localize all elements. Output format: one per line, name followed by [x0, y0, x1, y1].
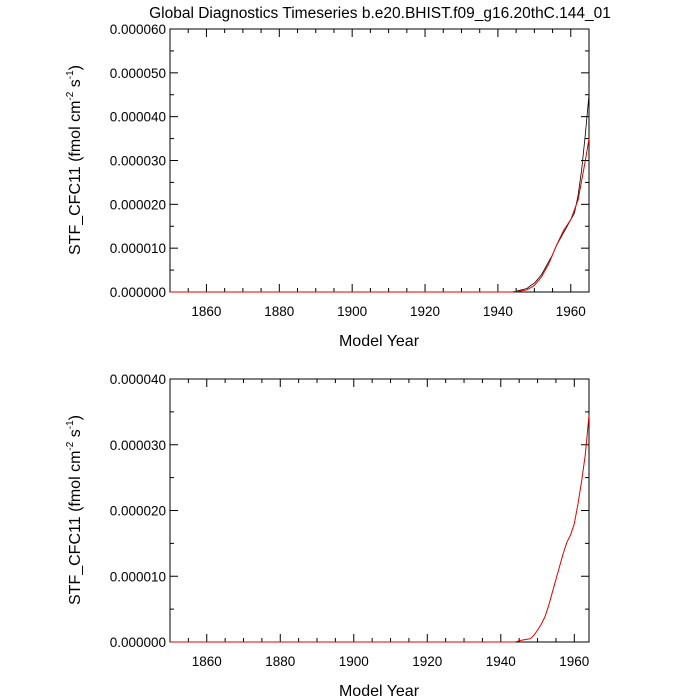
- y-tick-label: 0.000010: [110, 569, 166, 584]
- y-tick-label: 0.000000: [110, 285, 166, 300]
- top-panel: Global Diagnostics Timeseries b.e20.BHIS…: [65, 5, 611, 350]
- x-tick-label: 1860: [191, 304, 221, 319]
- x-tick-label: 1940: [483, 304, 513, 319]
- series-group: [170, 94, 590, 293]
- y-tick-label: 0.000010: [110, 241, 166, 256]
- series-line-annual-mean: [170, 415, 590, 643]
- y-tick-label: 0.000030: [110, 154, 166, 169]
- x-tick-label: 1960: [556, 304, 586, 319]
- plot-frame: [169, 28, 590, 293]
- y-tick-label: 0.000040: [110, 372, 166, 387]
- x-tick-label: 1960: [559, 654, 589, 669]
- x-tick-label: 1860: [192, 654, 222, 669]
- x-tick-label: 1920: [410, 304, 440, 319]
- x-tick-label: 1900: [337, 304, 367, 319]
- x-axis-label: Model Year: [339, 333, 420, 350]
- tick-group: [169, 28, 590, 293]
- y-tick-labels: 0.000000 0.000010 0.000020 0.000030 0.000040…: [110, 22, 166, 300]
- x-tick-label: 1880: [265, 654, 295, 669]
- x-tick-labels: 1860 1880 1900 1920 1940 1960: [191, 304, 585, 319]
- chart-title: Global Diagnostics Timeseries b.e20.BHIS…: [149, 5, 611, 22]
- x-axis-label: Model Year: [339, 683, 420, 700]
- series-group: [170, 415, 590, 643]
- series-line-monthly: [170, 94, 590, 293]
- y-tick-label: 0.000050: [110, 66, 166, 81]
- bottom-panel: 1860 1880 1900 1920 1940 1960 0.000000 0.00001…: [65, 372, 590, 700]
- y-tick-label: 0.000020: [110, 197, 166, 212]
- y-axis-label: STF_CFC11 (fmol cm-2 s-1): [65, 65, 84, 255]
- y-tick-label: 0.000020: [110, 504, 166, 519]
- x-tick-labels: 1860 1880 1900 1920 1940 1960: [192, 654, 590, 669]
- series-line-annual-mean: [170, 138, 590, 293]
- y-tick-labels: 0.000000 0.000010 0.000020 0.000030 0.000040: [110, 372, 166, 650]
- y-tick-label: 0.000040: [110, 110, 166, 125]
- x-tick-label: 1920: [412, 654, 442, 669]
- x-tick-label: 1900: [339, 654, 369, 669]
- y-tick-label: 0.000060: [110, 22, 166, 37]
- y-axis-label: STF_CFC11 (fmol cm-2 s-1): [65, 415, 84, 605]
- y-tick-label: 0.000030: [110, 438, 166, 453]
- x-tick-label: 1940: [486, 654, 516, 669]
- plot-frame: [169, 378, 590, 643]
- y-tick-label: 0.000000: [110, 635, 166, 650]
- x-tick-label: 1880: [264, 304, 294, 319]
- tick-group: [169, 378, 589, 643]
